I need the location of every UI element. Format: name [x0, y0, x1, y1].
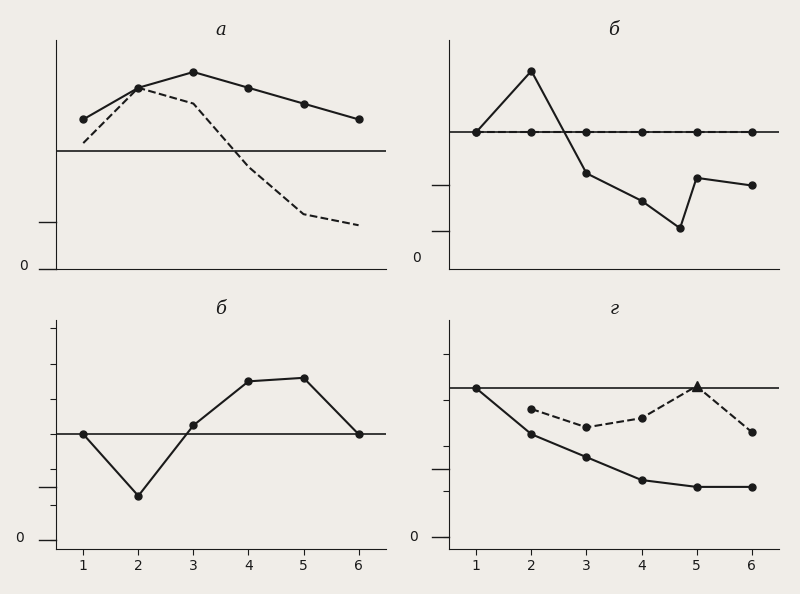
Text: 0: 0	[413, 251, 422, 265]
Text: 0: 0	[19, 258, 28, 273]
Text: 0: 0	[15, 531, 24, 545]
Title: б: б	[215, 300, 226, 318]
Text: 0: 0	[409, 530, 418, 544]
Title: б: б	[609, 21, 619, 39]
Title: г: г	[610, 300, 618, 318]
Title: а: а	[215, 21, 226, 39]
